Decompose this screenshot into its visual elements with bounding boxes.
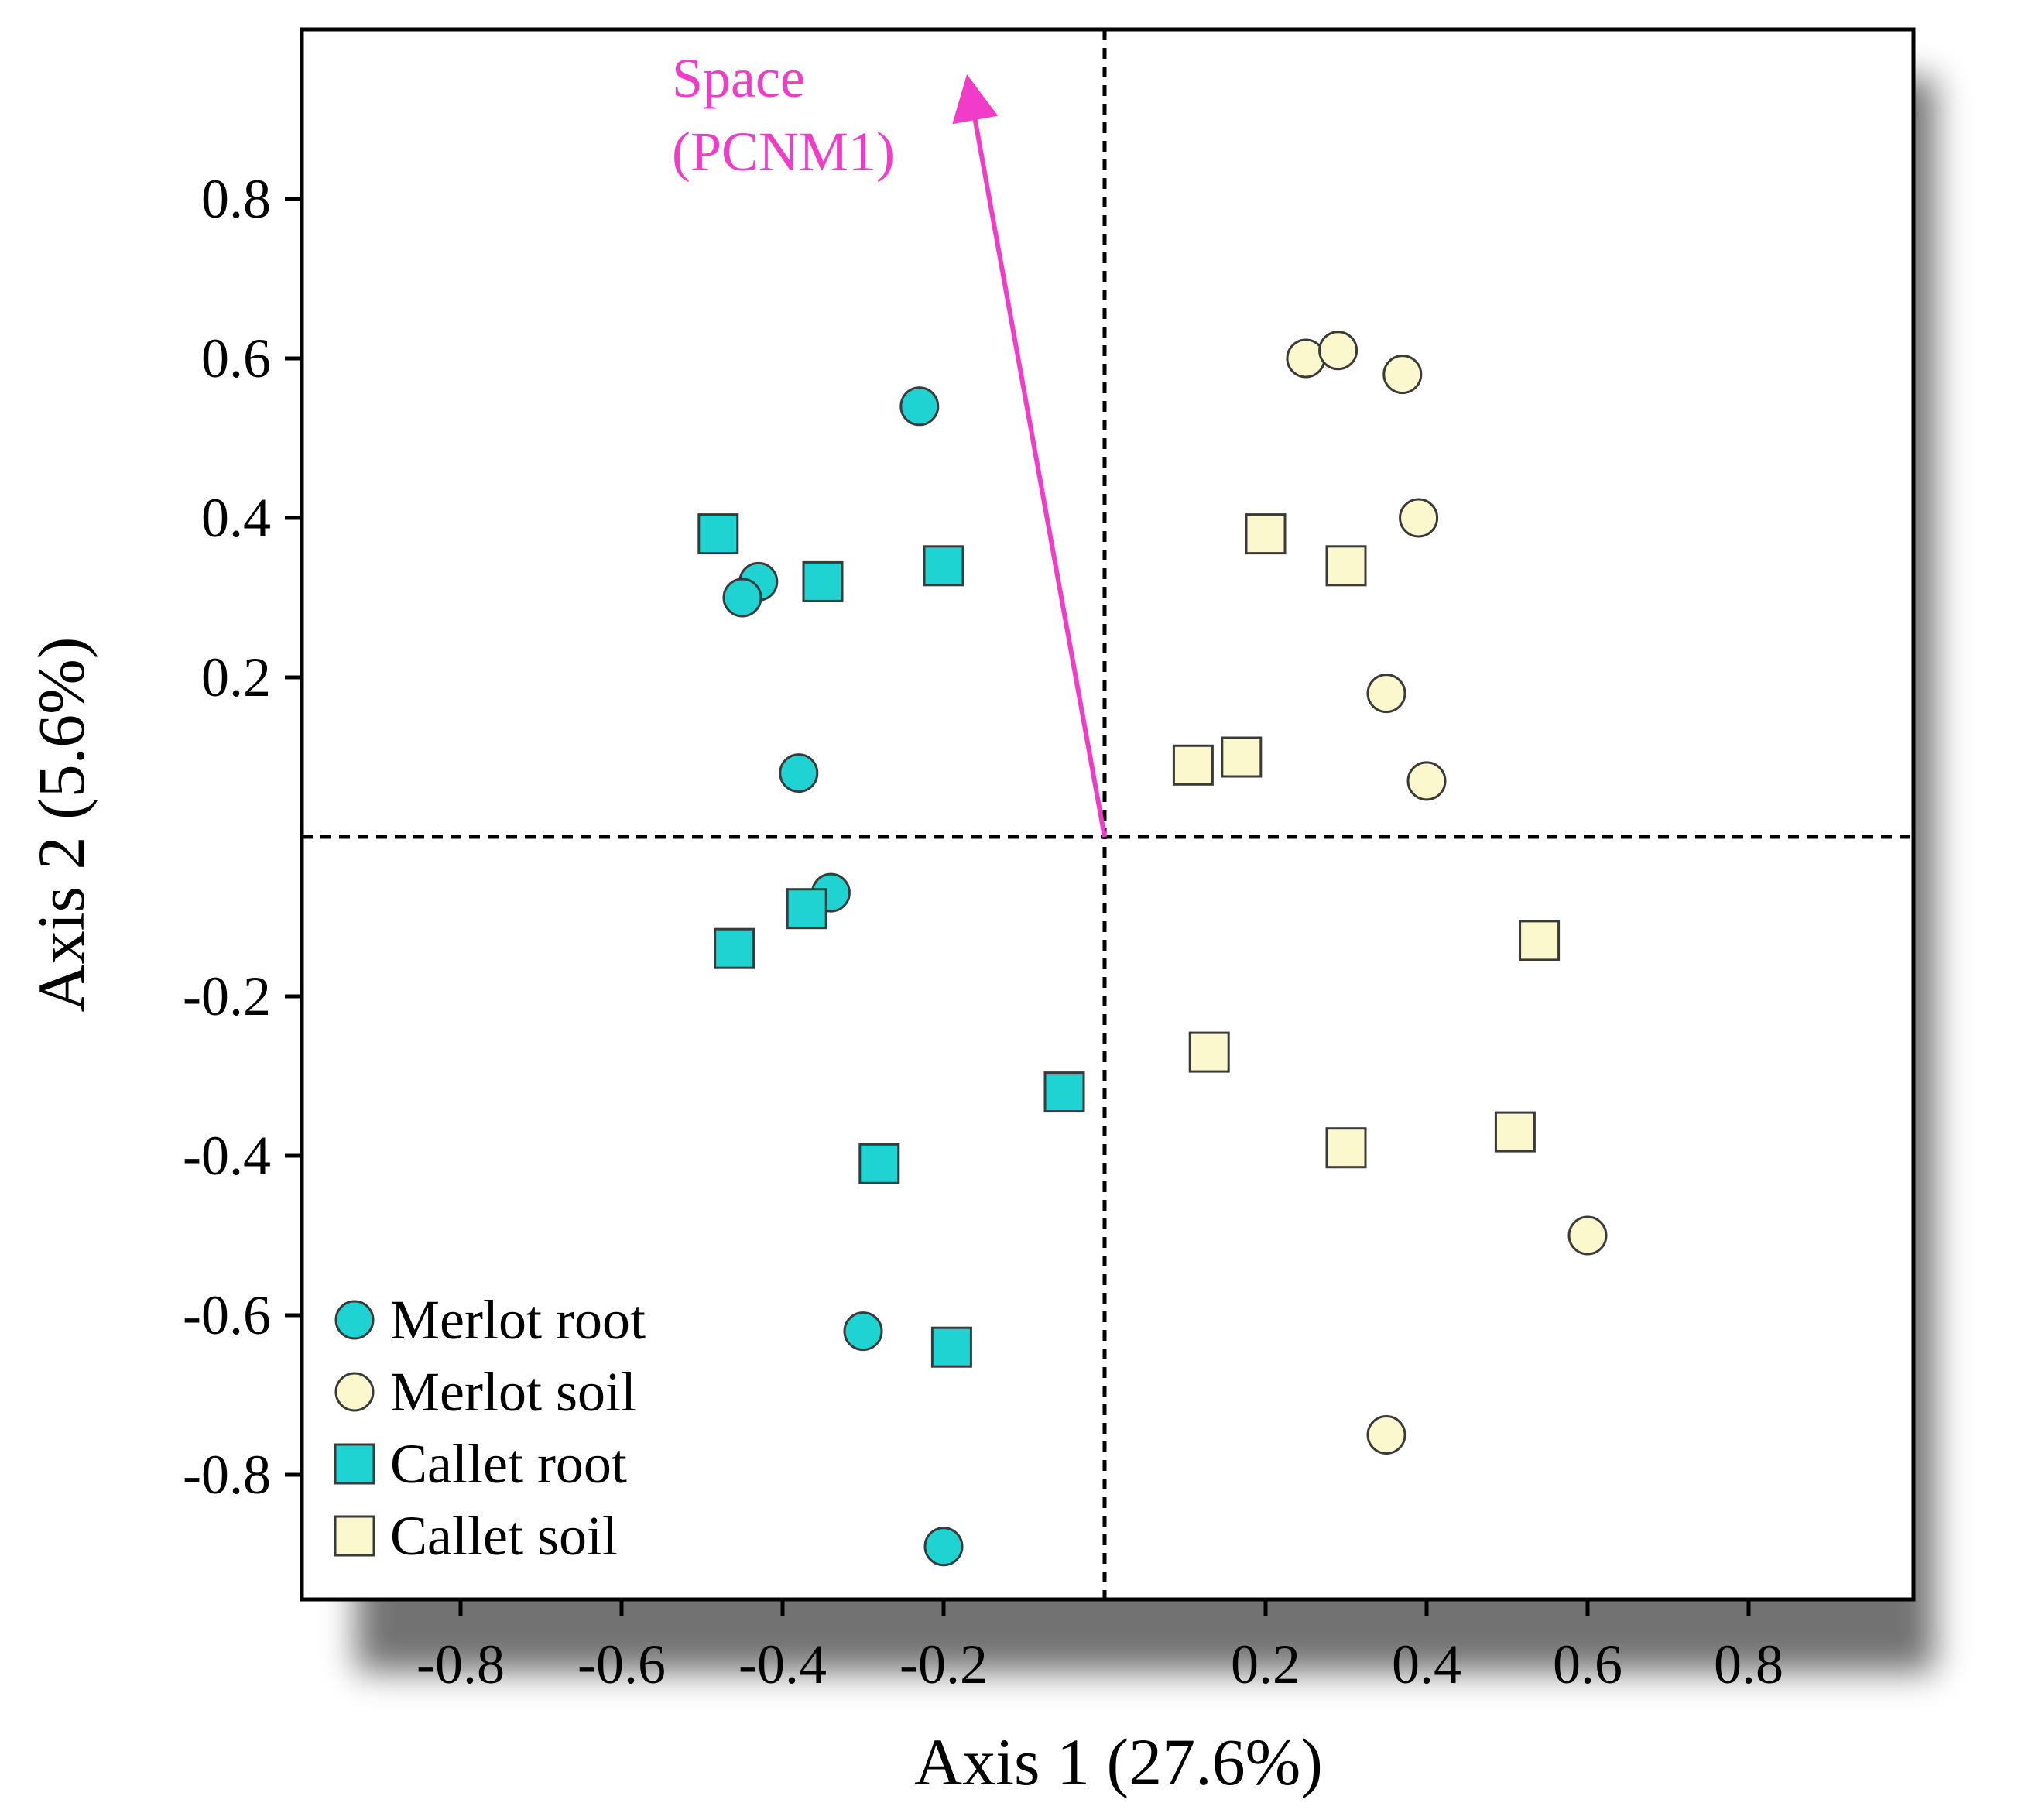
x-tick-label: -0.2 bbox=[899, 1633, 988, 1695]
space-vector-arrow bbox=[952, 74, 1107, 838]
x-axis-ticks: -0.8 -0.6 -0.4 -0.2 0.2 0.4 0.6 0.8 bbox=[416, 1599, 1783, 1695]
data-point bbox=[1043, 1071, 1085, 1113]
data-point bbox=[1221, 736, 1263, 778]
data-point bbox=[1172, 744, 1214, 786]
data-point bbox=[930, 1326, 972, 1368]
legend-marker bbox=[334, 1300, 375, 1340]
series-merlot-soil bbox=[1286, 331, 1608, 1455]
data-point bbox=[802, 560, 844, 602]
data-point bbox=[1188, 1031, 1230, 1073]
data-point bbox=[1399, 498, 1439, 538]
data-point bbox=[1286, 338, 1326, 379]
x-tick-label: 0.4 bbox=[1392, 1633, 1461, 1695]
plot-area bbox=[300, 27, 1916, 1602]
reference-lines bbox=[302, 29, 1914, 1599]
vector-label: (PCNM1) bbox=[672, 121, 895, 183]
data-point bbox=[779, 753, 819, 793]
y-tick-label: 0.4 bbox=[201, 487, 271, 549]
data-point bbox=[1406, 761, 1447, 801]
x-tick-label: 0.2 bbox=[1231, 1633, 1300, 1695]
vector-label: Space bbox=[672, 47, 805, 109]
data-point bbox=[1382, 355, 1423, 395]
data-point bbox=[843, 1311, 883, 1352]
legend-label: Merlot root bbox=[390, 1289, 646, 1351]
x-axis-label: Axis 1 (27.6%) bbox=[914, 1725, 1323, 1799]
data-point bbox=[1245, 513, 1287, 555]
data-point bbox=[1366, 674, 1406, 714]
data-point bbox=[1494, 1111, 1536, 1153]
y-tick-label: -0.8 bbox=[183, 1444, 271, 1506]
legend: Merlot root Merlot soil Callet root Callet … bbox=[334, 1289, 646, 1567]
legend-label: Callet soil bbox=[390, 1505, 618, 1567]
legend-marker bbox=[334, 1443, 375, 1485]
series-callet-soil bbox=[1172, 513, 1561, 1169]
data-point bbox=[1366, 1415, 1406, 1455]
x-tick-label: 0.6 bbox=[1553, 1633, 1622, 1695]
legend-marker bbox=[334, 1372, 375, 1412]
data-point bbox=[1567, 1215, 1608, 1256]
x-tick-label: 0.8 bbox=[1714, 1633, 1783, 1695]
y-tick-label: 0.2 bbox=[201, 646, 271, 708]
x-tick-label: -0.8 bbox=[416, 1633, 505, 1695]
series-callet-root bbox=[697, 513, 1085, 1368]
data-point bbox=[722, 578, 762, 618]
x-tick-label: -0.4 bbox=[738, 1633, 827, 1695]
legend-label: Merlot soil bbox=[390, 1361, 636, 1423]
data-point bbox=[1519, 920, 1561, 961]
space-vector: Space (PCNM1) bbox=[672, 47, 1107, 838]
y-tick-label: -0.2 bbox=[183, 965, 271, 1027]
y-tick-label: 0.8 bbox=[201, 168, 271, 230]
y-tick-label: -0.6 bbox=[183, 1284, 271, 1346]
data-point bbox=[923, 1527, 964, 1567]
data-point bbox=[858, 1143, 900, 1184]
data-point bbox=[923, 545, 964, 587]
data-point bbox=[714, 927, 755, 969]
legend-marker bbox=[334, 1515, 375, 1557]
y-axis-ticks: 0.8 0.6 0.4 0.2 -0.2 -0.4 -0.6 -0.8 bbox=[183, 168, 302, 1506]
y-tick-label: 0.6 bbox=[201, 327, 271, 389]
legend-label: Callet root bbox=[390, 1433, 627, 1495]
data-points bbox=[697, 331, 1608, 1567]
y-tick-label: -0.4 bbox=[183, 1125, 271, 1187]
data-point bbox=[1325, 545, 1367, 587]
data-point bbox=[1325, 1127, 1367, 1169]
y-axis-label: Axis 2 (5.6%) bbox=[24, 637, 98, 1013]
x-tick-label: -0.6 bbox=[577, 1633, 666, 1695]
data-point bbox=[1318, 331, 1358, 371]
data-point bbox=[697, 513, 739, 555]
data-point bbox=[899, 386, 940, 427]
data-point bbox=[786, 888, 827, 930]
